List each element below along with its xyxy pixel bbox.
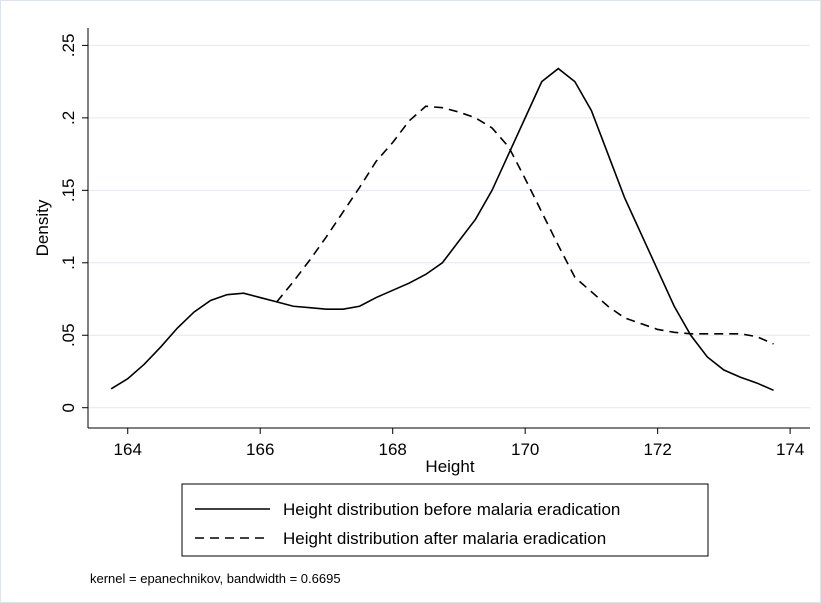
y-tick-label: 0 — [59, 403, 78, 412]
x-tick-label: 172 — [643, 440, 671, 459]
y-axis-title: Density — [33, 199, 52, 256]
legend-label: Height distribution before malaria eradi… — [283, 500, 620, 519]
x-tick-label: 174 — [776, 440, 804, 459]
line — [110, 67, 774, 392]
y-tick-label: .1 — [59, 256, 78, 270]
x-tick-label: 170 — [511, 440, 539, 459]
legend-label: Height distribution after malaria eradic… — [283, 529, 606, 548]
y-tick-label: .15 — [59, 178, 78, 202]
y-tick-label: .2 — [59, 111, 78, 125]
x-axis-title: Height — [425, 457, 474, 476]
legend-box — [181, 483, 709, 557]
y-tick-label: .25 — [59, 34, 78, 58]
x-tick-label: 166 — [246, 440, 274, 459]
y-tick-label: .05 — [59, 323, 78, 347]
x-tick-label: 164 — [114, 440, 142, 459]
note: kernel = epanechnikov, bandwidth = 0.669… — [90, 571, 341, 586]
line — [276, 105, 774, 345]
x-tick-label: 168 — [379, 440, 407, 459]
